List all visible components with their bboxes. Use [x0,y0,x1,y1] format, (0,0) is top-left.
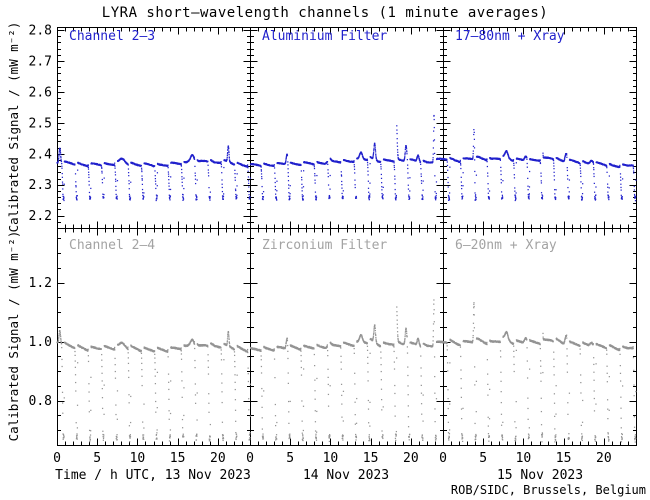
x-axis-label-day-13-nov: Time / h UTC, 13 Nov 2023 [55,468,251,483]
y-axis-label-bottom-row: Calibrated Signal / (mW m⁻²) [5,230,21,442]
y-axis-label-top-row: Calibrated Signal / (mW m⁻²) [5,21,21,233]
panel-label-aluminium-filter: Aluminium Filter [262,29,388,44]
chart-title: LYRA short–wavelength channels (1 minute… [101,5,549,21]
panel-label-6-20nm-xray: 6–20nm + Xray [455,238,557,253]
panel-label-channel-2-4: Channel 2–4 [69,238,156,253]
x-axis-label-day-14-nov: 14 Nov 2023 [302,468,390,483]
panel-label-17-80nm-xray: 17–80nm + Xray [455,29,565,44]
panel-label-zirconium-filter: Zirconium Filter [262,238,388,253]
credit-label: ROB/SIDC, Brussels, Belgium [450,483,646,497]
x-axis-label-day-15-nov: 15 Nov 2023 [496,468,584,483]
panel-label-channel-2-3: Channel 2–3 [69,29,156,44]
